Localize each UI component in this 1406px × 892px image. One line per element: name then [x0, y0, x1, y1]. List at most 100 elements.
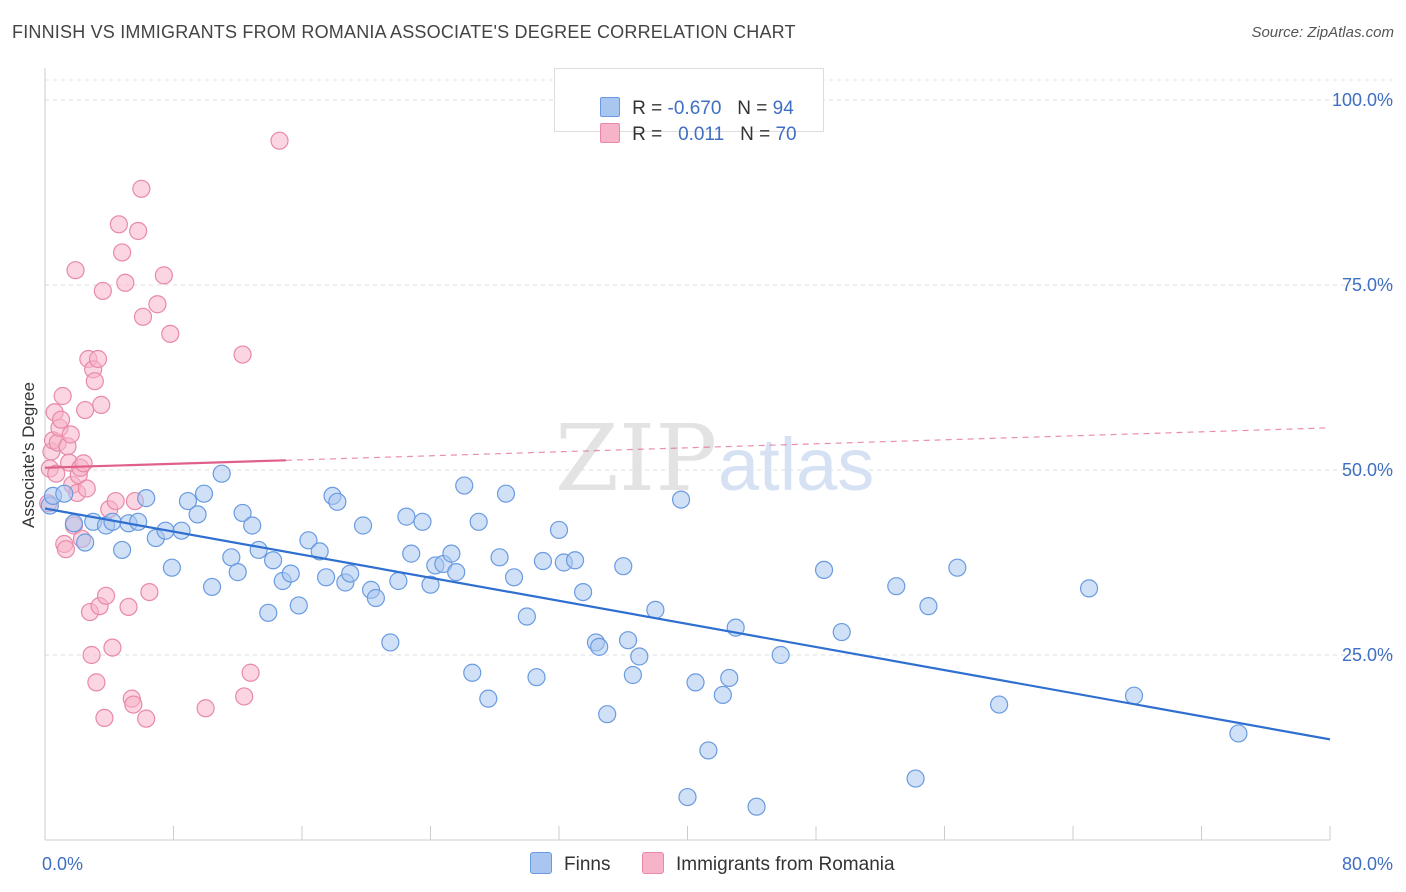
y-tick-label-3: 100.0% — [1332, 90, 1393, 110]
finns-point-40 — [366, 588, 385, 608]
finns-point-4 — [76, 533, 95, 552]
finns-point-43 — [397, 507, 416, 526]
legend-row-finns: R = -0.670 N = 94 — [579, 75, 794, 119]
legend-r-label: R = — [632, 98, 663, 119]
finns-point-11 — [137, 489, 156, 508]
romania-point-29 — [85, 372, 104, 391]
finns-point-86 — [919, 597, 938, 616]
romania-point-17 — [66, 261, 85, 280]
finns-point-2 — [55, 484, 74, 503]
bottom-legend-finns: Finns — [530, 852, 610, 876]
finns-point-10 — [129, 512, 148, 531]
finns-point-15 — [172, 521, 191, 540]
finns-point-72 — [646, 600, 665, 619]
romania-point-41 — [112, 243, 132, 262]
legend-swatch-finns — [600, 97, 621, 117]
finns-point-87 — [948, 558, 967, 577]
watermark-atlas: atlas — [718, 423, 874, 506]
romania-point-35 — [95, 708, 114, 728]
romania-point-9 — [53, 386, 72, 406]
series-finns-points — [40, 464, 1248, 816]
finns-point-91 — [1229, 724, 1248, 743]
finns-point-82 — [814, 560, 834, 580]
finns-point-38 — [353, 516, 373, 535]
finns-point-8 — [112, 540, 132, 560]
finns-point-50 — [447, 563, 466, 582]
tick-labels: 25.0% 50.0% 75.0% 100.0% 0.0% 80.0% — [42, 90, 1393, 874]
romania-point-23 — [76, 400, 95, 420]
finns-point-78 — [720, 668, 739, 688]
romania-point-34 — [93, 281, 112, 301]
bottom-legend-label-finns: Finns — [564, 854, 611, 875]
finns-point-30 — [289, 596, 308, 615]
finns-point-73 — [671, 490, 691, 509]
romania-point-57 — [235, 687, 254, 706]
finns-point-49 — [442, 544, 461, 563]
romania-point-31 — [88, 349, 108, 369]
finns-point-54 — [479, 689, 498, 708]
romania-point-40 — [109, 215, 128, 234]
bottom-legend-label-romania: Immigrants from Romania — [676, 854, 895, 875]
grid-lines — [45, 79, 1393, 656]
finns-point-33 — [316, 568, 336, 587]
finns-point-35 — [328, 492, 347, 511]
bottom-legend-swatch-finns — [530, 852, 552, 874]
finns-point-27 — [263, 551, 283, 570]
finns-point-3 — [64, 514, 84, 533]
legend-row-romania: R = 0.011 N = 70 — [579, 101, 797, 145]
romania-trendline-solid — [44, 459, 286, 469]
x-tick-label-max: 80.0% — [1342, 854, 1393, 874]
stats-legend: R = -0.670 N = 94 R = 0.011 N = 70 — [554, 68, 824, 145]
romania-point-8 — [51, 410, 71, 429]
romania-point-22 — [74, 454, 93, 473]
romania-point-59 — [270, 131, 289, 150]
series-romania-points — [39, 131, 289, 728]
romania-point-50 — [137, 709, 156, 728]
finns-point-71 — [630, 647, 649, 666]
finns-point-16 — [178, 491, 198, 511]
finns-point-70 — [623, 665, 642, 685]
finns-point-85 — [906, 769, 925, 788]
y-tick-label-2: 75.0% — [1342, 275, 1393, 295]
finns-point-29 — [281, 564, 300, 583]
romania-point-30 — [87, 673, 106, 692]
finns-point-75 — [686, 673, 705, 692]
romania-point-42 — [116, 273, 135, 292]
finns-point-89 — [1079, 579, 1099, 598]
finns-point-63 — [565, 551, 585, 570]
romania-point-43 — [119, 597, 138, 617]
romania-point-11 — [56, 540, 75, 559]
watermark: ZIP atlas — [555, 405, 874, 512]
finns-point-24 — [243, 516, 262, 535]
legend-r-label: R = — [632, 124, 663, 145]
finns-point-83 — [832, 622, 851, 642]
chart-title: FINNISH VS IMMIGRANTS FROM ROMANIA ASSOC… — [12, 22, 796, 42]
legend-n-label: N = — [737, 98, 768, 119]
finns-point-22 — [228, 563, 247, 582]
finns-point-88 — [990, 695, 1009, 714]
romania-point-49 — [133, 307, 153, 326]
romania-point-24 — [77, 479, 96, 498]
finns-point-64 — [573, 582, 593, 602]
finns-point-37 — [341, 564, 360, 583]
finns-point-60 — [533, 551, 553, 571]
romania-trendline-dashed — [285, 427, 1331, 461]
finns-point-61 — [549, 520, 569, 540]
watermark-zip: ZIP — [555, 405, 717, 512]
finns-point-59 — [527, 668, 546, 687]
romania-point-39 — [106, 491, 125, 511]
romania-point-5 — [47, 464, 66, 483]
romania-point-14 — [61, 425, 80, 444]
y-tick-label-1: 50.0% — [1342, 460, 1393, 480]
legend-r-value-romania: 0.011 — [678, 124, 725, 145]
romania-point-45 — [124, 695, 143, 714]
finns-point-44 — [402, 544, 421, 563]
finns-point-80 — [747, 797, 766, 816]
romania-point-51 — [140, 582, 159, 602]
finns-point-51 — [455, 476, 474, 495]
romania-point-47 — [129, 221, 148, 241]
romania-point-48 — [132, 179, 151, 198]
finns-point-66 — [590, 637, 609, 656]
romania-point-53 — [154, 266, 173, 285]
